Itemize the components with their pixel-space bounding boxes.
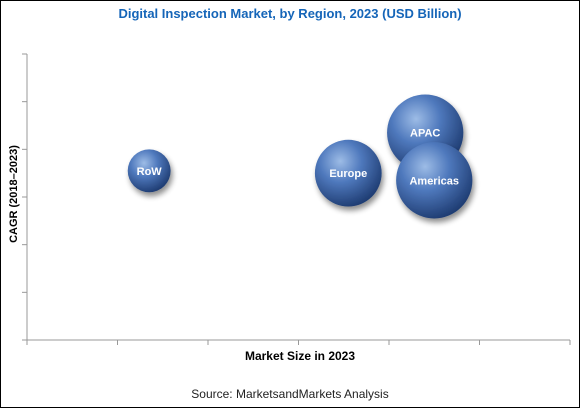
y-axis-title: CAGR (2018–2023) xyxy=(8,145,20,243)
chart-title: Digital Inspection Market, by Region, 20… xyxy=(118,6,462,21)
bubble-label-europe: Europe xyxy=(329,168,367,180)
axes xyxy=(22,53,571,345)
bubble-label-apac: APAC xyxy=(410,128,440,140)
bubble-americas xyxy=(396,142,473,219)
bubbles: RoW Europe APAC Americas xyxy=(127,94,473,219)
bubble-label-americas: Americas xyxy=(409,175,459,187)
bubble-europe xyxy=(314,139,382,207)
source-note: Source: MarketsandMarkets Analysis xyxy=(191,387,389,401)
bubble-row xyxy=(127,149,171,193)
x-axis-title: Market Size in 2023 xyxy=(244,349,356,363)
bubble-label-row: RoW xyxy=(137,166,163,178)
